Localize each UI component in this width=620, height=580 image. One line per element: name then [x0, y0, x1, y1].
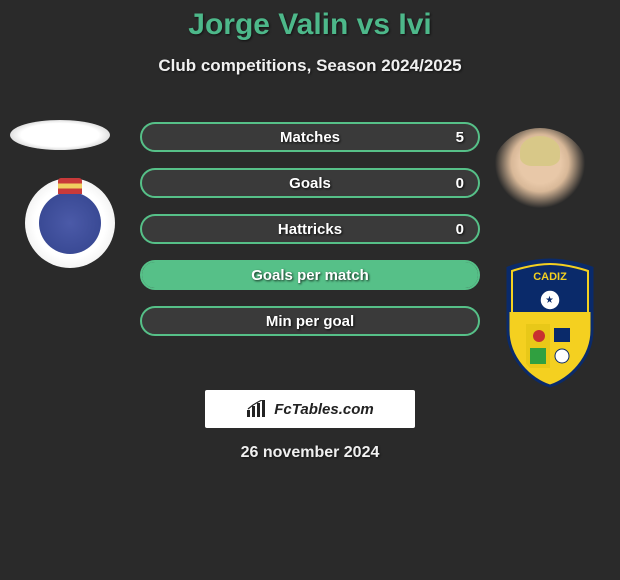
stat-label: Hattricks: [142, 216, 478, 242]
comparison-title: Jorge Valin vs Ivi: [0, 0, 620, 42]
club-left-badge: [25, 178, 115, 268]
stat-label: Min per goal: [142, 308, 478, 334]
stats-container: Matches 5 Goals 0 Hattricks 0 Goals per …: [140, 122, 480, 352]
brand-text: FcTables.com: [274, 401, 373, 418]
comparison-subtitle: Club competitions, Season 2024/2025: [0, 56, 620, 76]
stat-label: Matches: [142, 124, 478, 150]
stat-value-right: 5: [456, 124, 464, 150]
svg-text:CADIZ: CADIZ: [533, 271, 567, 283]
club-right-badge: CADIZ: [500, 258, 600, 388]
comparison-date: 26 november 2024: [0, 444, 620, 462]
stat-row-hattricks: Hattricks 0: [140, 214, 480, 244]
club-left-badge-inner: [39, 192, 101, 254]
bar-chart-icon: [246, 400, 268, 418]
stat-row-min-per-goal: Min per goal: [140, 306, 480, 336]
stat-value-right: 0: [456, 170, 464, 196]
stat-value-right: 0: [456, 216, 464, 242]
club-left-flag: [58, 178, 82, 194]
stat-row-goals-per-match: Goals per match: [140, 260, 480, 290]
player-left-avatar: [10, 120, 110, 150]
stat-row-matches: Matches 5: [140, 122, 480, 152]
stat-row-goals: Goals 0: [140, 168, 480, 198]
stat-label: Goals per match: [142, 262, 478, 288]
stat-label: Goals: [142, 170, 478, 196]
brand-badge: FcTables.com: [205, 390, 415, 428]
shield-icon: CADIZ: [500, 258, 600, 388]
player-right-avatar: [490, 128, 590, 228]
